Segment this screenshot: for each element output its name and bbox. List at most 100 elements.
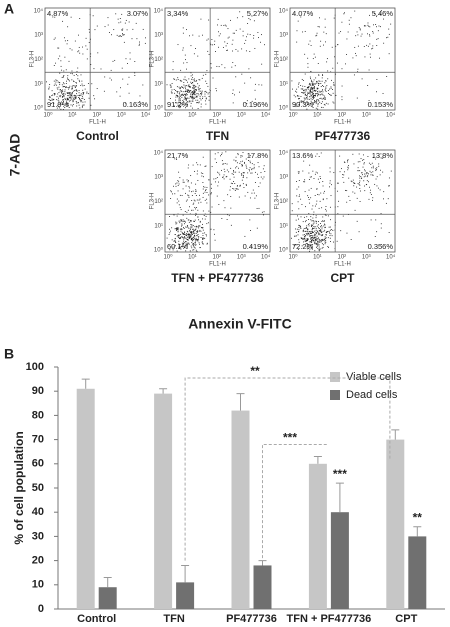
dot: [182, 91, 184, 93]
dot: [66, 102, 68, 104]
dot: [299, 97, 300, 99]
dot: [311, 235, 313, 237]
dot: [360, 35, 362, 37]
dot: [175, 102, 177, 104]
dot: [68, 93, 70, 94]
dot: [81, 106, 83, 108]
dot: [257, 173, 258, 175]
dot: [58, 95, 60, 97]
dot: [194, 200, 196, 202]
dot: [191, 91, 193, 93]
dot: [204, 218, 206, 220]
dot: [377, 30, 379, 32]
dot: [363, 163, 365, 165]
dot: [224, 171, 226, 173]
dot: [254, 171, 256, 173]
dot: [193, 91, 195, 93]
dot: [202, 237, 204, 239]
dot: [300, 198, 302, 200]
dot: [185, 88, 186, 90]
error-bar: [313, 456, 322, 464]
dot: [353, 182, 355, 184]
dot: [248, 17, 250, 19]
plot-y-axis: FL3-H: [275, 51, 281, 68]
dot: [232, 173, 234, 175]
dot: [169, 249, 171, 251]
dot: [383, 18, 385, 20]
dot: [116, 91, 118, 93]
dot: [57, 47, 59, 49]
dot: [325, 206, 327, 207]
dot: [84, 101, 86, 103]
dot: [177, 228, 179, 229]
dot: [359, 184, 361, 186]
dot: [187, 101, 189, 103]
dot: [306, 101, 308, 103]
dot: [185, 85, 187, 87]
plot-y-axis: FL3-H: [150, 51, 156, 68]
dot: [230, 224, 232, 226]
dot: [320, 225, 322, 227]
dot: [313, 214, 315, 216]
dot: [171, 191, 173, 193]
dot: [184, 54, 186, 56]
dot: [193, 199, 195, 201]
dot: [311, 233, 312, 234]
dot: [191, 231, 192, 233]
dot: [197, 86, 199, 88]
dot: [74, 96, 76, 98]
dot: [197, 102, 199, 104]
dot: [202, 210, 204, 212]
dot: [320, 83, 322, 84]
dot: [202, 235, 204, 236]
dot: [181, 236, 183, 238]
dot: [367, 155, 369, 157]
dot: [187, 219, 189, 221]
dot: [77, 102, 79, 103]
dot: [189, 228, 191, 230]
dot: [235, 160, 237, 162]
dot: [313, 83, 315, 85]
dot: [324, 18, 326, 20]
dot: [306, 227, 308, 229]
dot: [301, 101, 302, 103]
dot: [72, 90, 74, 92]
dot: [189, 96, 191, 98]
dot: [193, 80, 195, 82]
dot: [308, 199, 310, 200]
dot: [213, 43, 215, 45]
dot: [192, 225, 194, 227]
dot: [307, 238, 309, 240]
dot: [187, 81, 189, 83]
dot: [316, 188, 318, 190]
dot: [369, 170, 371, 172]
dot: [217, 171, 218, 173]
dot: [65, 83, 67, 84]
dot: [176, 182, 178, 184]
dot: [251, 169, 253, 171]
dot: [192, 249, 194, 251]
dot: [202, 218, 204, 220]
dot: [315, 234, 317, 236]
dot: [315, 240, 317, 241]
dot: [134, 72, 136, 74]
dot: [183, 242, 185, 244]
dot: [320, 106, 322, 108]
dot: [253, 192, 255, 194]
dot: [199, 225, 201, 227]
dot: [310, 45, 312, 46]
dot: [333, 172, 335, 174]
dot: [206, 202, 208, 204]
dot: [367, 84, 369, 86]
dot: [72, 73, 74, 75]
dot: [186, 94, 188, 96]
dot: [249, 170, 250, 172]
dot: [64, 56, 66, 58]
dot: [86, 92, 88, 94]
dot: [311, 208, 313, 210]
dot: [368, 162, 370, 164]
dot: [302, 231, 304, 233]
dot: [211, 39, 213, 40]
dot: [174, 228, 176, 230]
dot: [73, 81, 75, 83]
